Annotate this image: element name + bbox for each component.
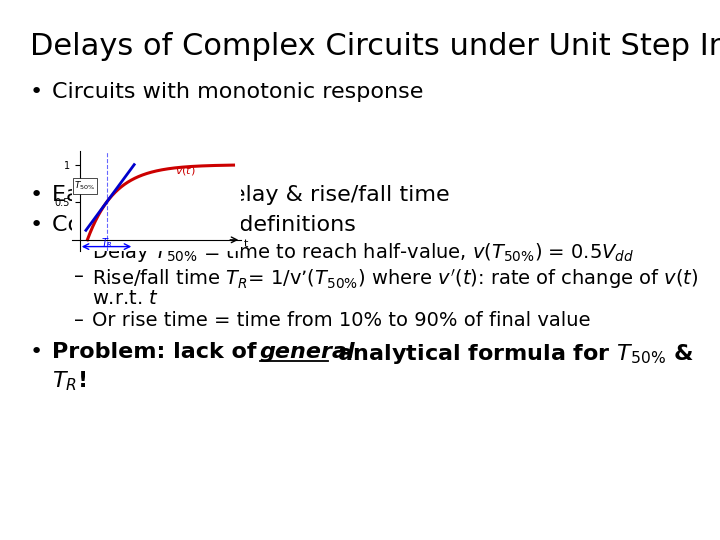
Text: Commonly used definitions: Commonly used definitions bbox=[52, 215, 356, 235]
Text: $v(t)$: $v(t)$ bbox=[175, 164, 196, 177]
Text: •: • bbox=[30, 342, 43, 362]
Text: Easy to define delay & rise/fall time: Easy to define delay & rise/fall time bbox=[52, 185, 449, 205]
Text: $T_{50\%}$: $T_{50\%}$ bbox=[74, 180, 96, 192]
Text: analytical formula for $T_{50\%}$ &: analytical formula for $T_{50\%}$ & bbox=[330, 342, 693, 366]
Text: Delay $T_{50\%}$ = time to reach half-value, $v(T_{50\%})$ = 0.5$V_{dd}$: Delay $T_{50\%}$ = time to reach half-va… bbox=[92, 241, 634, 264]
Text: Circuits with monotonic response: Circuits with monotonic response bbox=[52, 82, 423, 102]
Text: Delays of Complex Circuits under Unit Step Input: Delays of Complex Circuits under Unit St… bbox=[30, 32, 720, 61]
Text: w.r.t. $t$: w.r.t. $t$ bbox=[92, 289, 158, 308]
Text: •: • bbox=[30, 82, 43, 102]
Text: Problem: lack of: Problem: lack of bbox=[52, 342, 264, 362]
Text: •: • bbox=[30, 185, 43, 205]
Text: $T_R$: $T_R$ bbox=[101, 236, 112, 250]
Text: Rise/fall time $T_R$= 1/v’($T_{50\%}$) where $v'(t)$: rate of change of $v(t)$: Rise/fall time $T_R$= 1/v’($T_{50\%}$) w… bbox=[92, 267, 698, 291]
Text: $T_R$!: $T_R$! bbox=[52, 369, 86, 393]
Text: Or rise time = time from 10% to 90% of final value: Or rise time = time from 10% to 90% of f… bbox=[92, 311, 590, 330]
Text: –: – bbox=[74, 267, 84, 286]
Text: •: • bbox=[30, 215, 43, 235]
Text: t: t bbox=[243, 239, 248, 248]
Text: general: general bbox=[260, 342, 356, 362]
Text: –: – bbox=[74, 241, 84, 260]
Text: –: – bbox=[74, 311, 84, 330]
